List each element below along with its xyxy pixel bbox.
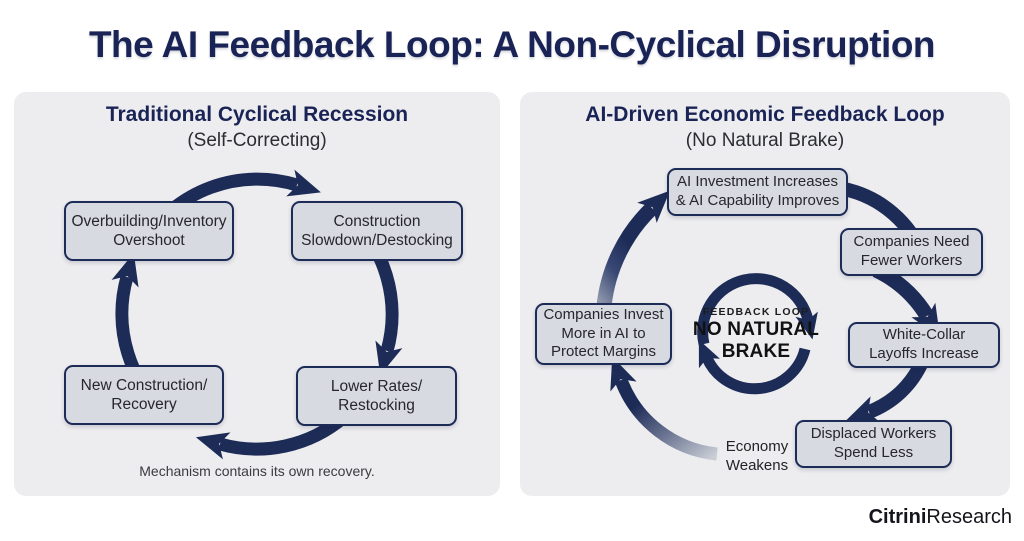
brand-bold: Citrini xyxy=(868,506,927,528)
node-lower-rates: Lower Rates/ Restocking xyxy=(296,366,457,426)
left-panel-title: Traditional Cyclical Recession xyxy=(105,103,409,126)
node-layoffs: White-Collar Layoffs Increase xyxy=(848,322,1000,368)
economy-weakens-label: Economy Weakens xyxy=(725,438,789,474)
node-fewer-workers: Companies Need Fewer Workers xyxy=(840,228,983,276)
node-ai-investment: AI Investment Increases & AI Capability … xyxy=(667,168,848,216)
left-panel-caption: Mechanism contains its own recovery. xyxy=(139,463,375,479)
cycle-arrows-svg xyxy=(111,169,403,460)
node-spend-less: Displaced Workers Spend Less xyxy=(795,420,952,468)
feedback-loop-label: FEEDBACK LOOP xyxy=(702,306,810,318)
arrow-bottom xyxy=(195,411,349,460)
inner-loop-top-arrow xyxy=(697,273,818,346)
node-overbuilding: Overbuilding/Inventory Overshoot xyxy=(64,201,234,261)
node-construction-slowdown: Construction Slowdown/Destocking xyxy=(291,201,463,261)
inner-loop-bottom-arrow xyxy=(698,339,811,395)
left-panel-subtitle: (Self-Correcting) xyxy=(187,130,327,151)
right-panel-subtitle: (No Natural Brake) xyxy=(685,130,845,151)
node-invest-more: Companies Invest More in AI to Protect M… xyxy=(535,303,672,365)
page-title: The AI Feedback Loop: A Non-Cyclical Dis… xyxy=(88,24,936,65)
no-natural-brake-headline: NO NATURAL BRAKE xyxy=(692,319,820,363)
brand-regular: Research xyxy=(926,506,1012,528)
brand-logo: CitriniResearch xyxy=(869,506,1012,529)
panel-ai-feedback-loop: AI-Driven Economic Feedback Loop (No Nat… xyxy=(520,92,1010,496)
arrow-economy-to-invest xyxy=(610,356,718,461)
arrow-layoffs-to-spendless xyxy=(845,358,929,423)
node-new-construction: New Construction/ Recovery xyxy=(64,365,224,425)
arrow-fewer-to-layoffs xyxy=(872,263,941,338)
right-panel-title: AI-Driven Economic Feedback Loop xyxy=(585,103,945,126)
panel-traditional-recession: Traditional Cyclical Recession (Self-Cor… xyxy=(14,92,500,496)
arrow-invest-to-ai xyxy=(596,190,670,307)
